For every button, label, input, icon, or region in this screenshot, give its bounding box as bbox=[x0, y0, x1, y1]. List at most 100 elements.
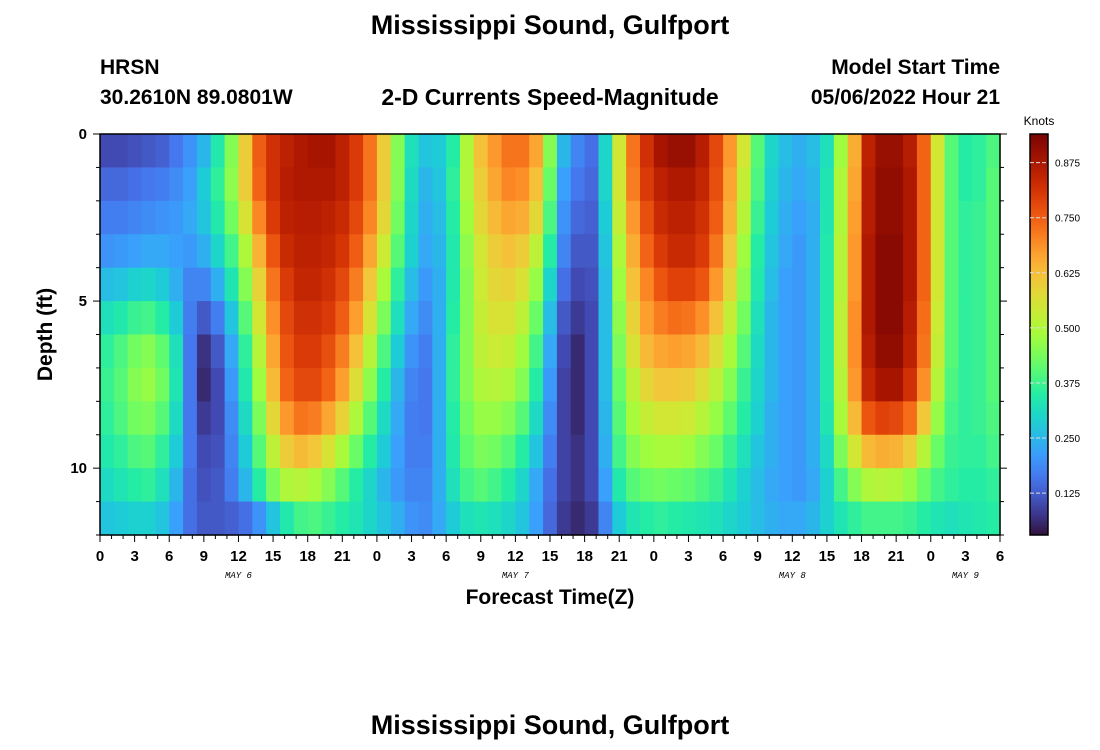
heatmap-cell bbox=[127, 434, 143, 469]
heatmap-cell bbox=[293, 167, 309, 202]
heatmap-cell bbox=[529, 501, 544, 536]
heatmap-cell bbox=[100, 301, 115, 336]
heatmap-cell bbox=[293, 200, 309, 235]
heatmap-cell bbox=[806, 468, 821, 503]
heatmap-cell bbox=[307, 434, 323, 469]
heatmap-cell bbox=[100, 334, 115, 369]
heatmap-cell bbox=[640, 267, 655, 302]
heatmap-cell bbox=[266, 367, 281, 402]
heatmap-cell bbox=[653, 234, 669, 269]
heatmap-cell bbox=[972, 501, 987, 536]
heatmap-cell bbox=[224, 367, 240, 402]
heatmap-cell bbox=[266, 167, 281, 202]
heatmap-cell bbox=[501, 501, 516, 536]
heatmap-cell bbox=[640, 501, 655, 536]
heatmap-cell bbox=[280, 334, 295, 369]
heatmap-cell bbox=[473, 434, 489, 469]
heatmap-cell bbox=[972, 167, 987, 202]
heatmap-cell bbox=[113, 401, 129, 436]
heatmap-cell bbox=[155, 234, 170, 269]
heatmap-cell bbox=[224, 334, 240, 369]
heatmap-cell bbox=[100, 501, 115, 536]
heatmap-cell bbox=[238, 434, 253, 469]
heatmap-cell bbox=[598, 468, 613, 503]
heatmap-cell bbox=[833, 267, 849, 302]
heatmap-cell bbox=[944, 367, 960, 402]
heatmap-cell bbox=[792, 434, 807, 469]
heatmap-cell bbox=[626, 334, 641, 369]
heatmap-cell bbox=[916, 301, 932, 336]
heatmap-cell bbox=[847, 134, 863, 169]
heatmap-cell bbox=[723, 434, 738, 469]
heatmap-cell bbox=[889, 200, 904, 235]
x-tick-label: 21 bbox=[611, 548, 628, 565]
heatmap-cell bbox=[556, 434, 572, 469]
heatmap-cell bbox=[847, 301, 863, 336]
heatmap-cell bbox=[556, 200, 572, 235]
heatmap-cell bbox=[363, 200, 378, 235]
heatmap-cell bbox=[709, 367, 724, 402]
heatmap-cell bbox=[196, 200, 212, 235]
heatmap-cell bbox=[404, 134, 420, 169]
heatmap-cell bbox=[958, 301, 973, 336]
heatmap-cell bbox=[986, 200, 1001, 235]
heatmap-cell bbox=[515, 134, 530, 169]
heatmap-cell bbox=[903, 301, 918, 336]
heatmap-cell bbox=[252, 301, 267, 336]
heatmap-cell bbox=[806, 501, 821, 536]
heatmap-cell bbox=[833, 468, 849, 503]
heatmap-cell bbox=[113, 267, 129, 302]
heatmap-cell bbox=[667, 334, 683, 369]
x-tick-label: 9 bbox=[754, 548, 762, 565]
heatmap-cell bbox=[903, 367, 918, 402]
heatmap-cell bbox=[681, 200, 696, 235]
heatmap-cell bbox=[570, 134, 586, 169]
heatmap-cell bbox=[903, 234, 918, 269]
heatmap-cell bbox=[972, 367, 987, 402]
heatmap-cell bbox=[792, 367, 807, 402]
heatmap-cell bbox=[681, 334, 696, 369]
heatmap-cell bbox=[556, 468, 572, 503]
heatmap-cell bbox=[418, 334, 433, 369]
date-label: MAY 9 bbox=[952, 571, 980, 581]
heatmap-cell bbox=[335, 334, 350, 369]
heatmap-cell bbox=[944, 301, 960, 336]
heatmap-cell bbox=[293, 434, 309, 469]
heatmap-cell bbox=[280, 501, 295, 536]
x-tick-label: 18 bbox=[853, 548, 870, 565]
heatmap-cell bbox=[224, 401, 240, 436]
heatmap-cell bbox=[529, 234, 544, 269]
heatmap-cell bbox=[266, 200, 281, 235]
x-tick-label: 12 bbox=[507, 548, 524, 565]
heatmap-cell bbox=[653, 334, 669, 369]
heatmap-cell bbox=[113, 367, 129, 402]
heatmap-cell bbox=[612, 167, 627, 202]
heatmap-cell bbox=[916, 134, 932, 169]
heatmap-cell bbox=[376, 301, 392, 336]
heatmap-cell bbox=[487, 434, 503, 469]
heatmap-cell bbox=[460, 334, 475, 369]
heatmap-cell bbox=[238, 301, 253, 336]
heatmap-cell bbox=[487, 234, 503, 269]
heatmap-cell bbox=[958, 501, 973, 536]
heatmap-cell bbox=[196, 334, 212, 369]
heatmap-cell bbox=[418, 200, 433, 235]
heatmap-cell bbox=[903, 167, 918, 202]
heatmap-cell bbox=[113, 468, 129, 503]
heatmap-cell bbox=[224, 434, 240, 469]
heatmap-cell bbox=[612, 501, 627, 536]
heatmap-cell bbox=[404, 167, 420, 202]
heatmap-cell bbox=[446, 301, 461, 336]
heatmap-cell bbox=[127, 468, 143, 503]
heatmap-cell bbox=[155, 434, 170, 469]
heatmap-cell bbox=[224, 134, 240, 169]
heatmap-cell bbox=[293, 401, 309, 436]
heatmap-cell bbox=[210, 434, 226, 469]
heatmap-cell bbox=[778, 167, 793, 202]
heatmap-cell bbox=[266, 434, 281, 469]
heatmap-cell bbox=[210, 200, 226, 235]
heatmap-cell bbox=[335, 401, 350, 436]
heatmap-cell bbox=[626, 434, 641, 469]
heatmap-cell bbox=[390, 334, 406, 369]
heatmap-cell bbox=[930, 200, 946, 235]
